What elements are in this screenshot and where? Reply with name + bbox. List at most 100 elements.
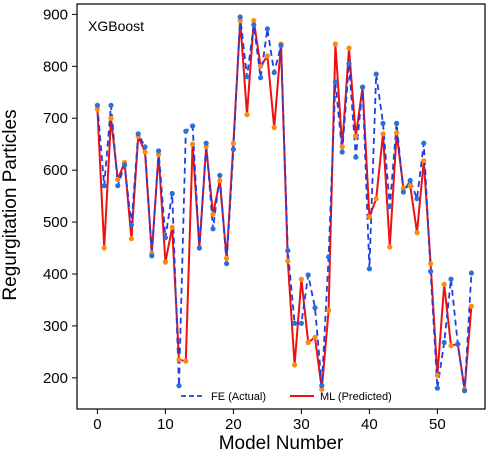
x-axis-title: Model Number	[219, 433, 344, 454]
data-point-fe-actual	[332, 79, 338, 85]
data-point-ml-predicted	[400, 185, 406, 191]
data-point-ml-predicted	[142, 149, 148, 155]
data-point-fe-actual	[162, 235, 168, 241]
data-point-fe-actual	[455, 341, 461, 347]
data-point-ml-predicted	[407, 183, 413, 189]
data-point-ml-predicted	[285, 258, 291, 264]
data-point-fe-actual	[326, 254, 332, 260]
data-point-fe-actual	[108, 102, 114, 108]
legend: FE (Actual) ML (Predicted)	[181, 391, 392, 403]
data-point-ml-predicted	[94, 106, 100, 112]
data-point-ml-predicted	[394, 130, 400, 136]
data-point-ml-predicted	[190, 141, 196, 147]
data-point-fe-actual	[142, 144, 148, 150]
data-point-ml-predicted	[162, 259, 168, 265]
x-axis: 0 10 20 30 40 50	[93, 409, 446, 433]
data-point-ml-predicted	[319, 386, 325, 392]
y-tick-label: 300	[43, 318, 68, 335]
data-point-fe-actual	[373, 71, 379, 77]
data-point-fe-actual	[128, 222, 134, 228]
data-point-fe-actual	[94, 102, 100, 108]
data-point-ml-predicted	[258, 63, 264, 69]
data-point-ml-predicted	[366, 214, 372, 220]
data-point-fe-actual	[292, 320, 298, 326]
data-point-fe-actual	[305, 272, 311, 278]
data-point-ml-predicted	[264, 53, 270, 59]
data-point-ml-predicted	[373, 196, 379, 202]
data-point-fe-actual	[210, 226, 216, 232]
x-tick-label: 0	[93, 416, 101, 433]
data-point-fe-actual	[387, 203, 393, 210]
data-point-fe-actual	[122, 162, 128, 168]
data-point-ml-predicted	[217, 177, 223, 184]
data-point-ml-predicted	[421, 158, 427, 164]
data-point-ml-predicted	[156, 152, 162, 158]
data-point-fe-actual	[285, 248, 291, 254]
data-point-fe-actual	[190, 123, 196, 129]
y-tick-label: 900	[43, 6, 68, 23]
y-tick-label: 700	[43, 110, 68, 127]
data-point-ml-predicted	[448, 343, 454, 349]
data-point-ml-predicted	[434, 372, 440, 378]
data-point-ml-predicted	[428, 261, 434, 267]
data-point-ml-predicted	[101, 245, 107, 251]
x-tick-label: 40	[361, 416, 378, 433]
data-point-fe-actual	[462, 388, 468, 394]
data-point-ml-predicted	[251, 18, 257, 24]
data-point-fe-actual	[400, 189, 406, 195]
x-tick-label: 50	[429, 416, 446, 433]
data-point-ml-predicted	[237, 18, 243, 24]
data-point-ml-predicted	[176, 357, 182, 363]
data-point-fe-actual	[169, 190, 175, 197]
data-point-fe-actual	[149, 253, 155, 259]
data-point-ml-predicted	[339, 144, 345, 150]
data-point-fe-actual	[428, 268, 434, 274]
data-point-ml-predicted	[183, 358, 189, 364]
data-point-fe-actual	[278, 42, 284, 49]
data-point-fe-actual	[353, 154, 359, 160]
data-point-ml-predicted	[230, 140, 236, 146]
data-point-ml-predicted	[203, 144, 209, 150]
data-point-fe-actual	[346, 61, 352, 67]
x-tick-label: 30	[293, 416, 310, 433]
x-tick-label: 20	[225, 416, 242, 433]
data-point-ml-predicted	[326, 307, 332, 313]
data-point-ml-predicted	[210, 211, 216, 217]
data-point-fe-actual	[217, 172, 223, 178]
data-point-fe-actual	[434, 385, 440, 391]
data-point-fe-actual	[251, 22, 257, 28]
data-point-ml-predicted	[298, 276, 304, 282]
legend-label-fe-actual: FE (Actual)	[211, 391, 266, 403]
data-point-ml-predicted	[353, 133, 359, 139]
data-point-fe-actual	[196, 245, 202, 251]
data-point-ml-predicted	[346, 45, 352, 51]
data-point-fe-actual	[360, 84, 366, 90]
data-point-ml-predicted	[169, 224, 175, 230]
data-point-ml-predicted	[380, 131, 386, 137]
data-point-fe-actual	[203, 140, 209, 146]
y-tick-label: 500	[43, 214, 68, 231]
data-point-fe-actual	[414, 196, 420, 202]
series-layer	[94, 14, 474, 394]
data-point-fe-actual	[298, 320, 304, 326]
y-axis-title: Regurgitation Particles	[0, 109, 21, 300]
data-point-fe-actual	[312, 305, 318, 311]
legend-label-ml-predicted: ML (Predicted)	[320, 391, 392, 403]
y-tick-label: 200	[43, 370, 68, 387]
data-point-ml-predicted	[115, 176, 121, 183]
data-point-fe-actual	[230, 146, 236, 152]
data-point-fe-actual	[115, 183, 121, 189]
data-point-fe-actual	[339, 149, 345, 155]
series-line-fe-actual	[96, 16, 473, 392]
data-point-ml-predicted	[224, 255, 230, 261]
y-axis: 200 300 400 500 600 700 800 900	[43, 6, 77, 387]
data-point-fe-actual	[271, 69, 277, 76]
y-tick-label: 400	[43, 266, 68, 283]
data-point-ml-predicted	[332, 41, 338, 47]
data-point-fe-actual	[183, 128, 189, 134]
data-point-fe-actual	[101, 183, 107, 189]
data-point-fe-actual	[258, 75, 264, 81]
data-point-fe-actual	[441, 339, 447, 346]
data-point-ml-predicted	[244, 112, 250, 118]
